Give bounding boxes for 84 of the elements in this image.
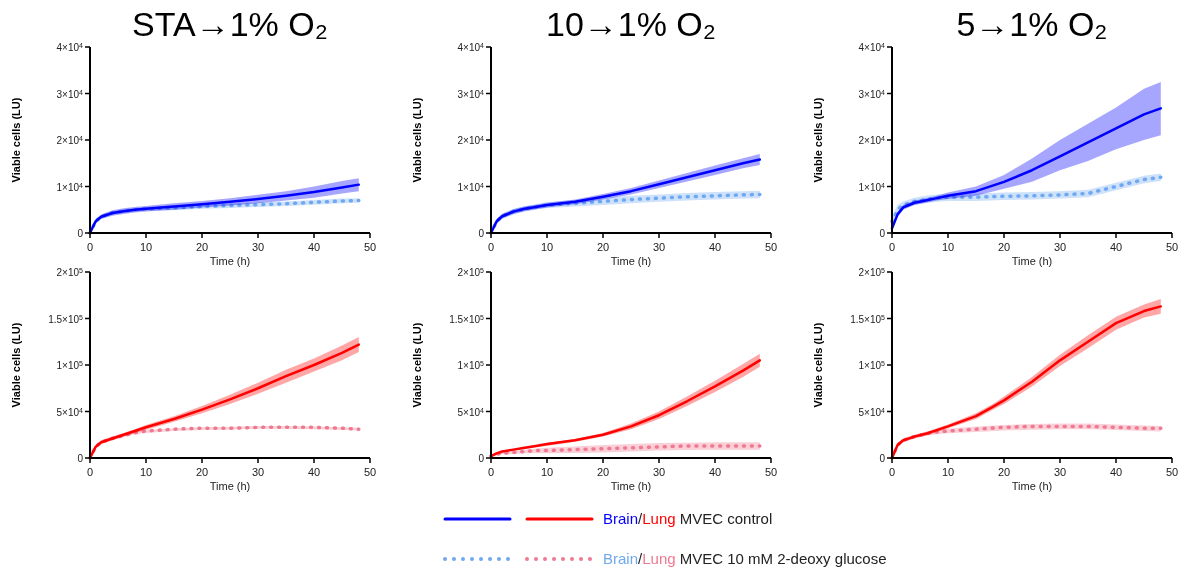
y-axis-title: Viable cells (LU) bbox=[411, 97, 423, 183]
x-tick-label: 0 bbox=[86, 466, 94, 478]
y-tick-label: 2×10$^{4}$ bbox=[858, 134, 886, 146]
chart-title: STA→1% O₂ bbox=[132, 5, 328, 43]
x-tick-label: 50 bbox=[1165, 466, 1179, 478]
x-axis-title: Time (h) bbox=[1011, 480, 1053, 492]
x-tick-label: 20 bbox=[195, 241, 209, 253]
text: Brain/Lung MVEC 10 mM 2-deoxy glucose bbox=[603, 550, 887, 567]
x-tick-label: 50 bbox=[764, 466, 778, 478]
y-tick-label: 2×10$^{5}$ bbox=[56, 266, 84, 278]
x-axis-title: Time (h) bbox=[610, 480, 652, 492]
x-tick-label: 10 bbox=[139, 466, 153, 478]
y-tick-label: 0 bbox=[77, 228, 84, 239]
y-tick-label: 1×10$^{4}$ bbox=[56, 181, 84, 193]
y-tick-label: 1×10$^{5}$ bbox=[858, 359, 886, 371]
x-tick-label: 40 bbox=[1109, 241, 1123, 253]
x-tick-label: 30 bbox=[251, 241, 265, 253]
x-tick-label: 30 bbox=[652, 241, 666, 253]
y-tick-label: 2×10$^{4}$ bbox=[56, 134, 84, 146]
x-axis-title: Time (h) bbox=[1011, 255, 1053, 267]
x-tick-label: 40 bbox=[307, 466, 321, 478]
x-tick-label: 30 bbox=[1053, 241, 1067, 253]
y-tick-label: 4×10$^{4}$ bbox=[56, 41, 84, 53]
x-tick-label: 40 bbox=[307, 241, 321, 253]
y-tick-label: 1.5×10$^{5}$ bbox=[48, 313, 84, 325]
y-tick-label: 2×10$^{5}$ bbox=[457, 266, 485, 278]
y-tick-label: 0 bbox=[879, 228, 886, 239]
y-tick-label: 2×10$^{5}$ bbox=[858, 266, 886, 278]
y-tick-label: 3×10$^{4}$ bbox=[858, 88, 886, 100]
y-tick-label: 4×10$^{4}$ bbox=[858, 41, 886, 53]
y-tick-label: 0 bbox=[77, 453, 84, 464]
y-tick-label: 4×10$^{4}$ bbox=[457, 41, 485, 53]
x-tick-label: 10 bbox=[941, 466, 955, 478]
x-axis-title: Time (h) bbox=[209, 480, 251, 492]
x-axis-title: Time (h) bbox=[209, 255, 251, 267]
x-tick-label: 20 bbox=[195, 466, 209, 478]
x-tick-label: 30 bbox=[652, 466, 666, 478]
x-tick-label: 50 bbox=[764, 241, 778, 253]
chart-title: 10→1% O₂ bbox=[545, 5, 717, 43]
x-tick-label: 30 bbox=[251, 466, 265, 478]
y-tick-label: 1×10$^{4}$ bbox=[858, 181, 886, 193]
x-tick-label: 40 bbox=[1109, 466, 1123, 478]
x-tick-label: 10 bbox=[540, 466, 554, 478]
y-tick-label: 0 bbox=[879, 453, 886, 464]
line-series bbox=[890, 107, 1163, 230]
y-tick-label: 1×10$^{5}$ bbox=[56, 359, 84, 371]
x-tick-label: 0 bbox=[86, 241, 94, 253]
x-tick-label: 40 bbox=[708, 466, 722, 478]
x-tick-label: 20 bbox=[596, 466, 610, 478]
y-tick-label: 1.5×10$^{5}$ bbox=[449, 313, 485, 325]
x-tick-label: 0 bbox=[888, 466, 896, 478]
x-tick-label: 0 bbox=[888, 241, 896, 253]
x-tick-label: 50 bbox=[363, 466, 377, 478]
x-tick-label: 20 bbox=[997, 241, 1011, 253]
y-axis-title: Viable cells (LU) bbox=[10, 97, 22, 183]
y-tick-label: 1.5×10$^{5}$ bbox=[850, 313, 886, 325]
y-tick-label: 0 bbox=[478, 453, 485, 464]
x-tick-label: 10 bbox=[540, 241, 554, 253]
y-tick-label: 5×10$^{4}$ bbox=[858, 406, 886, 418]
text: Brain/Lung MVEC control bbox=[603, 510, 773, 527]
chart-title: 5→1% O₂ bbox=[956, 5, 1108, 43]
x-tick-label: 20 bbox=[596, 241, 610, 253]
y-axis-title: Viable cells (LU) bbox=[411, 322, 423, 408]
x-tick-label: 20 bbox=[997, 466, 1011, 478]
x-tick-label: 50 bbox=[1165, 241, 1179, 253]
x-tick-label: 0 bbox=[487, 466, 495, 478]
x-tick-label: 10 bbox=[941, 241, 955, 253]
y-tick-label: 1×10$^{5}$ bbox=[457, 359, 485, 371]
y-tick-label: 5×10$^{4}$ bbox=[457, 406, 485, 418]
x-tick-label: 40 bbox=[708, 241, 722, 253]
x-tick-label: 30 bbox=[1053, 466, 1067, 478]
y-tick-label: 0 bbox=[478, 228, 485, 239]
x-tick-label: 50 bbox=[363, 241, 377, 253]
y-axis-title: Viable cells (LU) bbox=[812, 322, 824, 408]
y-axis-title: Viable cells (LU) bbox=[10, 322, 22, 408]
x-tick-label: 0 bbox=[487, 241, 495, 253]
y-tick-label: 1×10$^{4}$ bbox=[457, 181, 485, 193]
y-tick-label: 2×10$^{4}$ bbox=[457, 134, 485, 146]
y-tick-label: 3×10$^{4}$ bbox=[56, 88, 84, 100]
y-tick-label: 5×10$^{4}$ bbox=[56, 406, 84, 418]
y-axis-title: Viable cells (LU) bbox=[812, 97, 824, 183]
y-tick-label: 3×10$^{4}$ bbox=[457, 88, 485, 100]
x-tick-label: 10 bbox=[139, 241, 153, 253]
x-axis-title: Time (h) bbox=[610, 255, 652, 267]
